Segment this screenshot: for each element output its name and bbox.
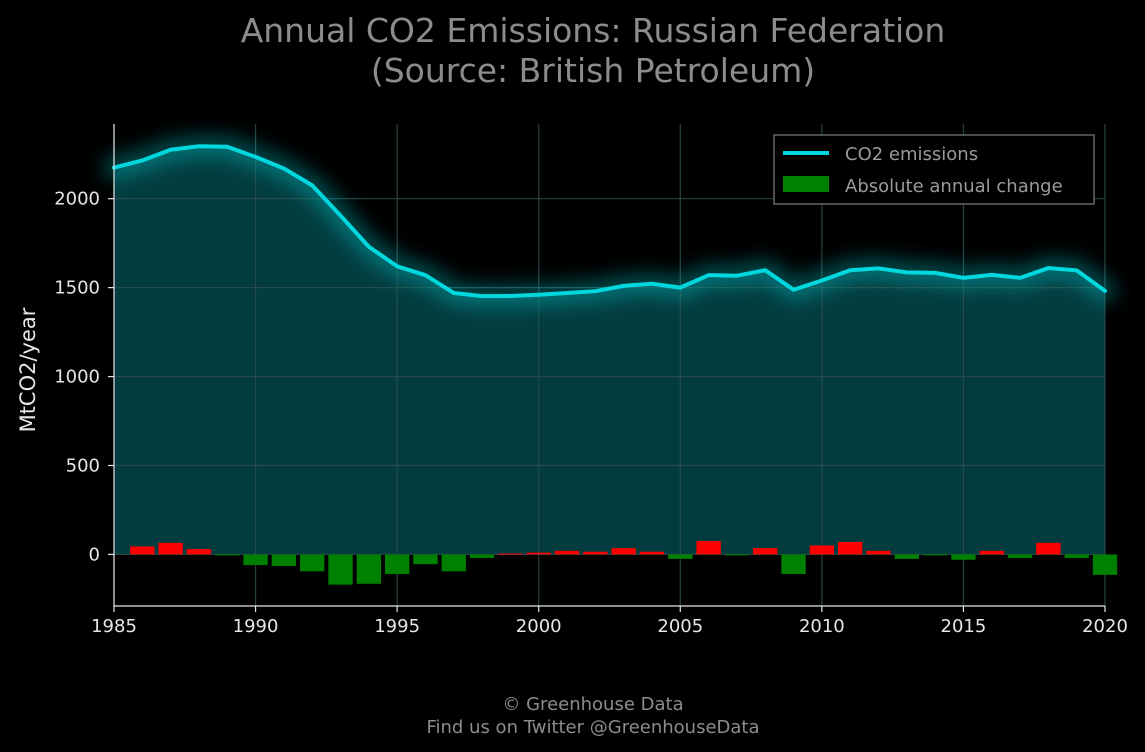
emissions-area	[114, 146, 1105, 555]
legend-bar-swatch	[783, 176, 829, 192]
annual-change-bars	[130, 541, 1118, 585]
emissions-line-path	[112, 144, 1107, 299]
axes: 1985 1990 1995 2000 2005 2010 2015 2020 0 500 1000…	[54, 124, 1128, 637]
change-bar-1986	[130, 546, 155, 555]
y-tick-label-500: 500	[66, 455, 100, 476]
x-tick-label-2020: 2020	[1082, 616, 1128, 637]
change-bar-2020	[1092, 554, 1118, 575]
change-bar-1995	[384, 554, 410, 574]
change-bar-2007	[724, 554, 750, 556]
legend-box	[773, 134, 1095, 205]
change-bar-2012	[866, 550, 891, 555]
change-bar-2018	[1036, 542, 1061, 555]
change-bar-2017	[1007, 554, 1033, 558]
change-bar-1990	[243, 554, 268, 566]
change-bar-1994	[356, 554, 382, 584]
x-tick-label-2010: 2010	[799, 616, 845, 637]
footer-twitter: Find us on Twitter @GreenhouseData	[426, 717, 759, 738]
x-tick-label-1995: 1995	[374, 616, 420, 637]
x-tick-label-1985: 1985	[91, 616, 137, 637]
y-tick-label-1500: 1500	[54, 278, 100, 299]
legend-label-co2-emissions: CO2 emissions	[845, 144, 978, 165]
change-bar-2006	[696, 541, 721, 555]
change-bar-1997	[441, 554, 466, 572]
change-bar-2009	[781, 554, 806, 574]
emissions-area-fill	[114, 146, 1105, 555]
change-bar-1987	[158, 542, 183, 555]
change-bar-1991	[271, 554, 297, 566]
change-bar-2011	[837, 541, 863, 555]
change-bar-2005	[668, 554, 693, 559]
change-bar-1998	[469, 554, 495, 558]
change-bar-2019	[1064, 554, 1089, 558]
change-bar-2002	[583, 551, 608, 555]
x-tick-label-2000: 2000	[516, 616, 562, 637]
y-tick-label-1000: 1000	[54, 367, 100, 388]
y-tick-label-0: 0	[89, 544, 100, 565]
change-bar-2008	[753, 548, 778, 555]
footer-copyright: © Greenhouse Data	[502, 694, 683, 715]
y-tick-label-2000: 2000	[54, 189, 100, 210]
change-bar-2003	[611, 548, 636, 555]
change-bar-2010	[809, 545, 835, 555]
y-axis-label: MtCO2/year	[16, 307, 40, 432]
change-bar-1996	[413, 554, 438, 565]
chart-title: Annual CO2 Emissions: Russian Federation	[241, 11, 946, 50]
change-bar-2013	[894, 554, 919, 559]
change-bar-2014	[922, 554, 948, 556]
change-bar-2016	[979, 550, 1004, 555]
chart-subtitle: (Source: British Petroleum)	[371, 51, 815, 90]
change-bar-1992	[300, 554, 325, 572]
emissions-line	[103, 135, 1116, 308]
change-bar-2000	[526, 552, 551, 555]
change-bar-1999	[498, 553, 523, 555]
change-bar-2001	[554, 550, 580, 555]
legend: CO2 emissions Absolute annual change	[773, 134, 1095, 205]
change-bar-1989	[215, 554, 240, 556]
change-bar-2015	[951, 554, 976, 560]
change-bar-1988	[186, 549, 212, 555]
x-tick-label-1990: 1990	[233, 616, 279, 637]
x-tick-label-2015: 2015	[941, 616, 987, 637]
x-tick-label-2005: 2005	[657, 616, 703, 637]
legend-label-annual-change: Absolute annual change	[845, 176, 1063, 197]
change-bar-2004	[639, 551, 665, 555]
change-bar-1993	[328, 554, 353, 585]
